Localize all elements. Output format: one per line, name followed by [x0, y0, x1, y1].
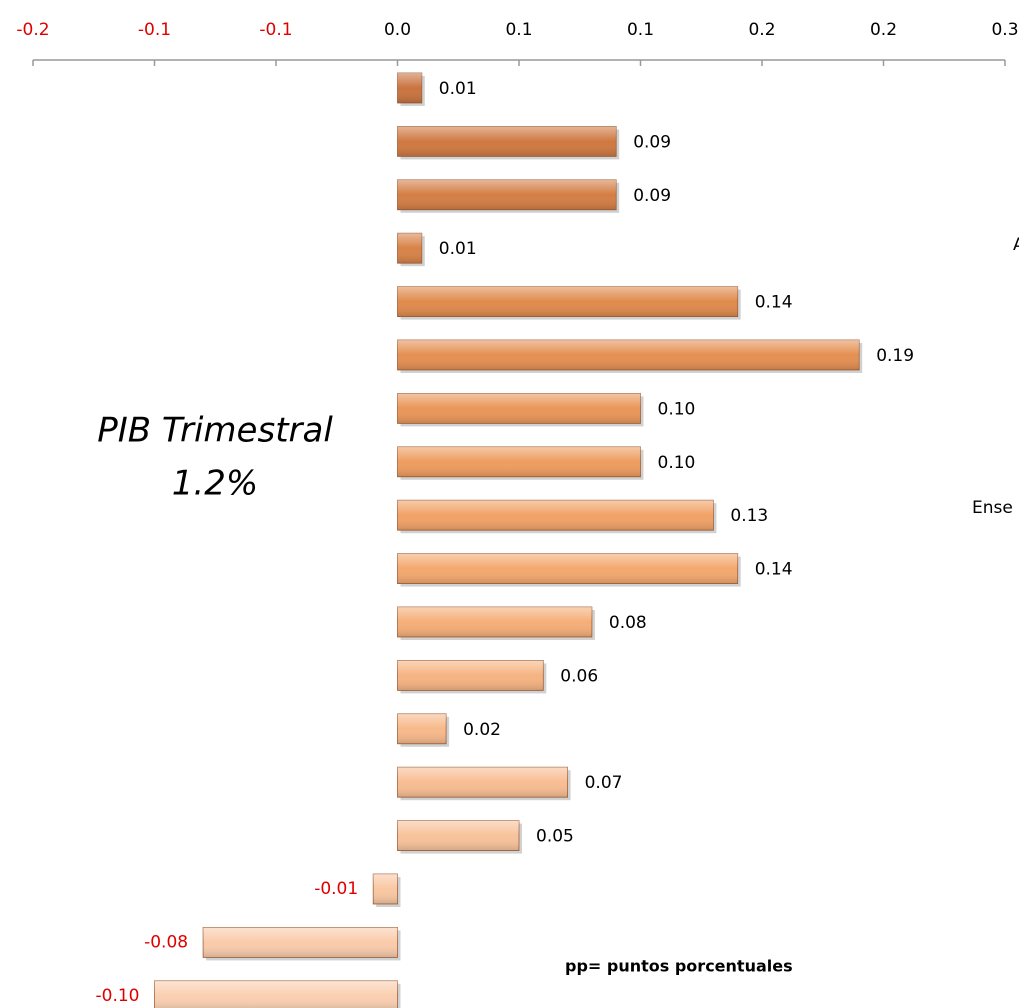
value-label: 0.14 [755, 293, 793, 313]
value-label: 0.14 [755, 560, 793, 580]
subtitle: PIB Trimestral [97, 411, 333, 451]
annotation: Ense [972, 498, 1013, 518]
bar-sheen [154, 980, 398, 1008]
bar-sheen [397, 233, 422, 264]
value-label: -0.08 [144, 932, 188, 952]
value-label: 0.09 [633, 132, 671, 152]
x-tick-label: -0.1 [138, 20, 171, 40]
bar-sheen [397, 713, 447, 744]
value-label: 0.01 [439, 79, 477, 99]
bar-sheen [397, 820, 519, 851]
bar-sheen [397, 553, 738, 584]
bar-sheen [397, 393, 641, 424]
bar-sheen [373, 874, 398, 904]
value-label: 0.06 [560, 666, 598, 686]
bar-sheen [203, 927, 398, 958]
value-label: 0.01 [439, 239, 477, 259]
bar-sheen [397, 660, 544, 691]
x-tick-label: -0.2 [16, 20, 49, 40]
x-tick-label: 0.3 [991, 20, 1018, 40]
value-label: -0.10 [96, 986, 140, 1006]
bar-sheen [397, 286, 738, 317]
value-label: 0.13 [730, 506, 768, 526]
bar-sheen [397, 500, 714, 531]
bar-sheen [397, 340, 860, 370]
bar-sheen [397, 126, 617, 157]
footnote: pp= puntos porcentuales [565, 957, 793, 976]
bar-sheen [397, 73, 422, 103]
bar-sheen [397, 179, 617, 210]
value-label: 0.07 [585, 773, 623, 793]
bar-sheen [397, 767, 568, 798]
x-tick-label: 0.2 [870, 20, 897, 40]
x-tick-label: 0.0 [384, 20, 411, 40]
x-tick-label: -0.1 [259, 20, 292, 40]
value-label: 0.19 [876, 346, 914, 366]
annotation: A [1013, 235, 1019, 255]
x-tick-label: 0.2 [748, 20, 775, 40]
x-tick-label: 0.1 [627, 20, 654, 40]
value-label: 0.02 [463, 720, 501, 740]
value-label: 0.09 [633, 186, 671, 206]
bar-sheen [397, 607, 592, 637]
value-label: -0.01 [314, 879, 358, 899]
value-label: 0.05 [536, 827, 574, 847]
value-label: 0.10 [658, 453, 696, 473]
title: 1.2% [172, 464, 258, 504]
value-label: 0.10 [658, 399, 696, 419]
x-tick-label: 0.1 [505, 20, 532, 40]
value-label: 0.08 [609, 613, 647, 633]
bar-sheen [397, 446, 641, 477]
